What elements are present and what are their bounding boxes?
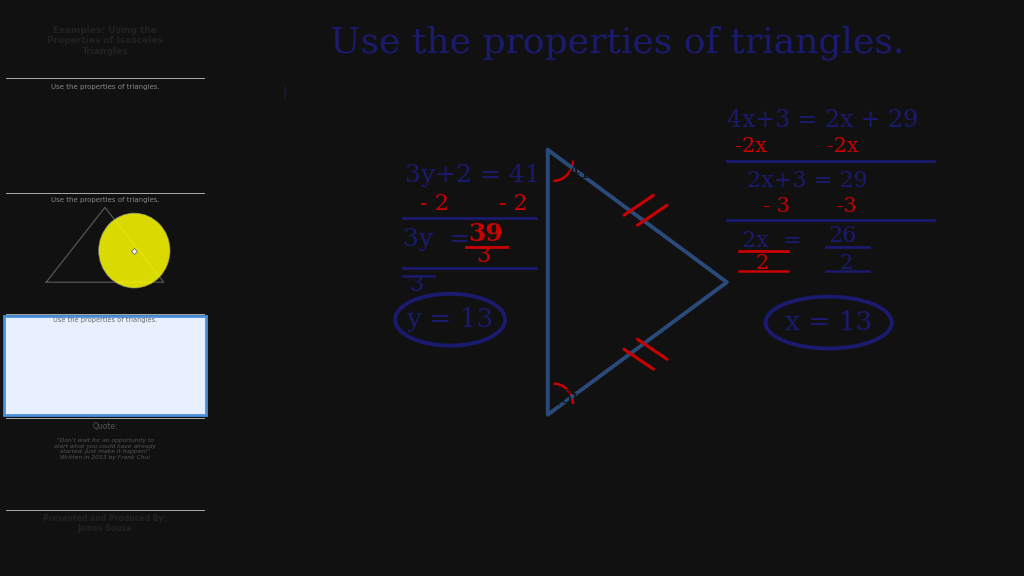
Text: 4x+3 = 2x + 29: 4x+3 = 2x + 29 xyxy=(727,109,919,132)
Text: 4x + 3: 4x + 3 xyxy=(633,164,698,182)
Text: Use the properties of triangles.: Use the properties of triangles. xyxy=(50,197,160,203)
Text: (3y +2)°: (3y +2)° xyxy=(554,389,631,407)
Text: -2x         -2x: -2x -2x xyxy=(735,138,859,156)
Text: Presented and Produced By:
James Sousa: Presented and Produced By: James Sousa xyxy=(43,514,167,533)
Text: 3y+2 = 41: 3y+2 = 41 xyxy=(406,164,541,187)
Text: y = 13: y = 13 xyxy=(407,307,494,332)
Text: 26: 26 xyxy=(828,225,857,247)
Text: Examples: Using the
Properties of Isosceles
Triangles: Examples: Using the Properties of Isosce… xyxy=(47,26,163,56)
Text: - 2       - 2: - 2 - 2 xyxy=(420,194,527,215)
Text: 2x + 29: 2x + 29 xyxy=(621,391,698,410)
Text: 39: 39 xyxy=(469,222,504,247)
Text: |: | xyxy=(283,86,287,98)
Text: Use the properties of triangles.: Use the properties of triangles. xyxy=(50,84,160,89)
Text: Use the properties of triangles.: Use the properties of triangles. xyxy=(53,317,157,323)
Text: - 3       -3: - 3 -3 xyxy=(764,197,857,215)
Text: 2: 2 xyxy=(840,254,852,272)
Text: 3y  =: 3y = xyxy=(402,228,470,251)
FancyBboxPatch shape xyxy=(4,316,206,415)
Ellipse shape xyxy=(98,213,170,288)
Text: 2x  =: 2x = xyxy=(741,230,801,252)
Text: 3: 3 xyxy=(410,274,424,296)
Text: 2: 2 xyxy=(756,254,769,272)
Text: 41°: 41° xyxy=(568,164,600,182)
Text: x = 13: x = 13 xyxy=(785,310,872,335)
Text: Use the properties of triangles.: Use the properties of triangles. xyxy=(330,26,904,60)
Text: Quote:: Quote: xyxy=(92,422,118,431)
Text: 2x+3 = 29: 2x+3 = 29 xyxy=(748,170,867,192)
Text: 3: 3 xyxy=(476,245,490,267)
Text: "Don't wait for an opportunity to
start what you could have already
started. Jus: "Don't wait for an opportunity to start … xyxy=(54,438,156,460)
